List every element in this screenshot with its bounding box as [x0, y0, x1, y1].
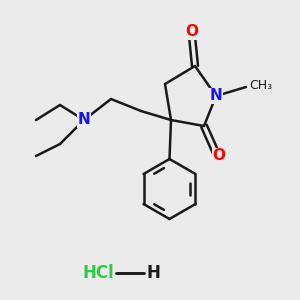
- Text: CH₃: CH₃: [250, 79, 273, 92]
- Text: O: O: [212, 148, 226, 164]
- Text: N: N: [210, 88, 222, 104]
- Text: H: H: [147, 264, 161, 282]
- Text: HCl: HCl: [82, 264, 114, 282]
- Text: N: N: [78, 112, 90, 128]
- Text: O: O: [185, 24, 199, 39]
